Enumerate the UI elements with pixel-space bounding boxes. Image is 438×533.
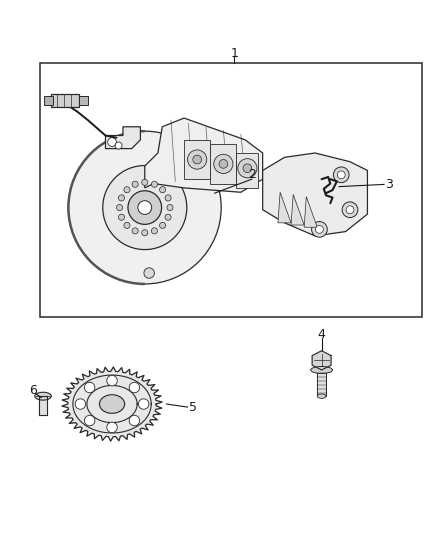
Bar	[317, 369, 326, 396]
Polygon shape	[312, 351, 331, 370]
Circle shape	[107, 422, 117, 433]
Circle shape	[165, 214, 171, 220]
Ellipse shape	[317, 394, 326, 398]
Ellipse shape	[311, 367, 332, 374]
Circle shape	[128, 191, 162, 224]
Bar	[40, 63, 422, 317]
Bar	[210, 144, 237, 183]
Circle shape	[187, 150, 207, 169]
Circle shape	[142, 179, 148, 185]
Polygon shape	[62, 367, 162, 441]
Circle shape	[214, 154, 233, 174]
Circle shape	[85, 382, 95, 393]
Circle shape	[243, 164, 252, 173]
Circle shape	[238, 159, 257, 178]
Polygon shape	[99, 395, 124, 413]
Ellipse shape	[35, 392, 51, 400]
Bar	[79, 96, 88, 105]
Circle shape	[138, 201, 152, 214]
Circle shape	[346, 206, 354, 214]
Circle shape	[115, 142, 122, 149]
Text: 5: 5	[189, 401, 197, 414]
Circle shape	[342, 202, 358, 217]
Circle shape	[315, 225, 323, 233]
Circle shape	[117, 205, 123, 211]
Circle shape	[219, 159, 228, 168]
Circle shape	[333, 167, 349, 183]
Circle shape	[193, 155, 201, 164]
Circle shape	[85, 415, 95, 426]
Circle shape	[138, 399, 149, 409]
Bar	[44, 96, 53, 105]
Polygon shape	[291, 195, 304, 225]
Text: 2: 2	[248, 168, 256, 181]
Circle shape	[118, 214, 124, 220]
Circle shape	[165, 195, 171, 201]
Bar	[237, 153, 258, 188]
Circle shape	[107, 375, 117, 386]
Polygon shape	[106, 127, 141, 149]
Circle shape	[337, 171, 345, 179]
Circle shape	[118, 195, 124, 201]
Circle shape	[129, 382, 140, 393]
Text: 6: 6	[28, 384, 36, 398]
Circle shape	[152, 228, 158, 234]
Circle shape	[103, 166, 187, 249]
Polygon shape	[39, 396, 47, 415]
Text: 1: 1	[230, 47, 238, 60]
Circle shape	[132, 228, 138, 234]
Polygon shape	[304, 197, 317, 227]
Polygon shape	[263, 153, 367, 236]
Circle shape	[142, 230, 148, 236]
Circle shape	[152, 181, 158, 187]
Circle shape	[124, 187, 130, 193]
Circle shape	[68, 131, 221, 284]
Circle shape	[159, 222, 166, 229]
Circle shape	[108, 138, 117, 147]
Circle shape	[129, 415, 140, 426]
Bar	[51, 94, 79, 107]
Circle shape	[75, 399, 86, 409]
Circle shape	[159, 187, 166, 193]
Bar	[184, 140, 210, 179]
Circle shape	[167, 205, 173, 211]
Text: 4: 4	[318, 328, 325, 341]
Text: 3: 3	[385, 178, 393, 191]
Circle shape	[144, 268, 154, 278]
Polygon shape	[278, 192, 291, 223]
Circle shape	[311, 222, 327, 237]
Polygon shape	[145, 118, 263, 192]
Circle shape	[124, 222, 130, 229]
Circle shape	[132, 181, 138, 187]
